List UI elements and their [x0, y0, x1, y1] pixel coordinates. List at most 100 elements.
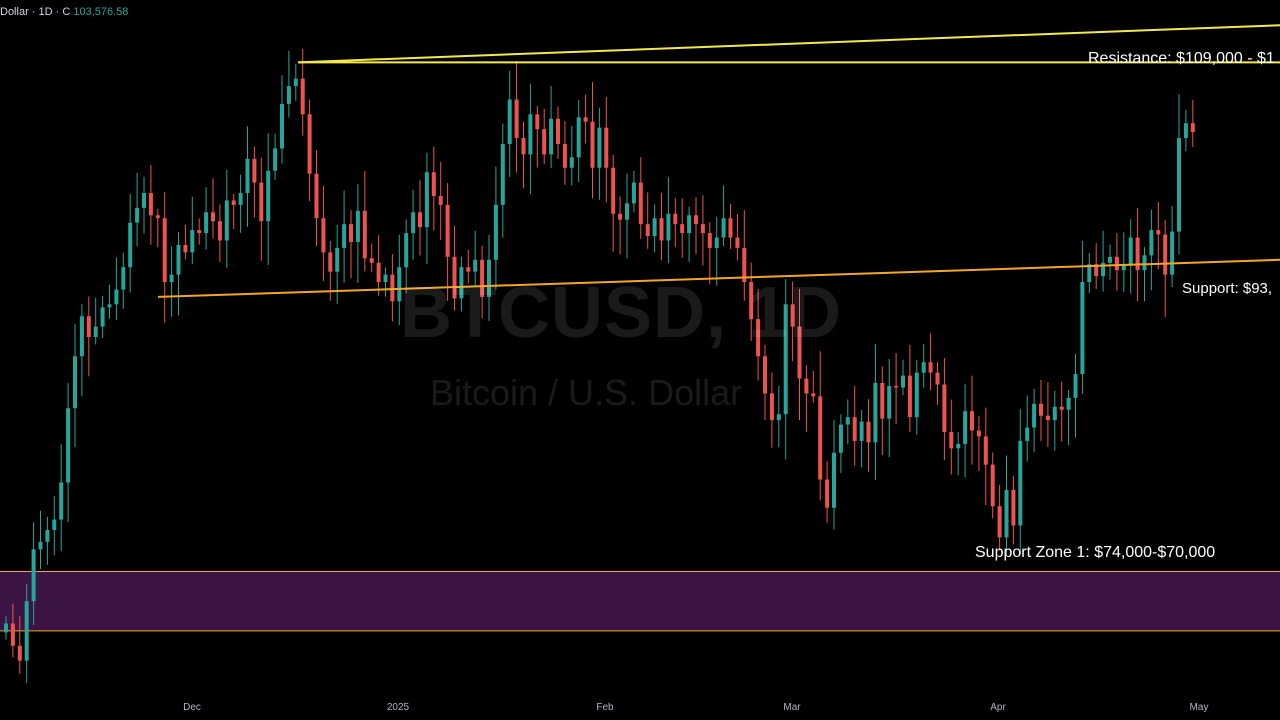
candle-body: [162, 218, 167, 283]
candle-body: [1108, 256, 1112, 263]
candle-body: [811, 393, 816, 397]
candle-body: [280, 103, 284, 149]
candle-body: [266, 170, 271, 222]
candle-body: [631, 182, 636, 204]
candle-body: [107, 304, 112, 308]
candle-body: [452, 256, 457, 299]
candle-body: [100, 307, 105, 327]
candle-body: [224, 200, 229, 241]
candle-body: [1135, 237, 1140, 271]
candle-body: [155, 215, 160, 219]
candle-body: [1170, 231, 1175, 275]
candle-body: [783, 304, 788, 415]
candle-body: [176, 244, 181, 275]
candle-body: [645, 224, 650, 237]
candle-body: [1121, 265, 1126, 271]
candle-body: [431, 172, 436, 196]
candle-body: [1183, 123, 1188, 139]
candle-body: [1004, 489, 1009, 538]
candle-body: [335, 247, 340, 272]
candle-body: [349, 224, 353, 242]
candle-body: [17, 645, 22, 661]
candle-body: [4, 623, 8, 633]
candle-body: [1149, 230, 1154, 256]
candle-body: [832, 452, 836, 508]
candle-body: [921, 362, 926, 373]
candle-body: [618, 213, 623, 220]
candle-body: [59, 482, 64, 520]
candle-body: [1163, 234, 1168, 275]
candle-body: [86, 316, 91, 337]
candle-body: [1032, 403, 1037, 428]
candle-body: [1190, 123, 1195, 133]
candle-body: [459, 267, 464, 299]
candle-body: [866, 421, 871, 443]
candle-body: [956, 443, 961, 449]
candle-body: [142, 192, 146, 208]
candle-body: [52, 519, 57, 530]
resistance-trend-line: [297, 24, 1280, 64]
support-zone-band: [0, 571, 1280, 631]
candle-body: [542, 129, 547, 155]
candle-body: [687, 215, 692, 234]
candle-body: [31, 549, 36, 602]
candle-body: [707, 233, 712, 248]
candle-body: [1045, 415, 1050, 421]
candle-body: [756, 319, 761, 357]
candle-body: [521, 138, 526, 155]
candle-body: [500, 144, 505, 205]
candle-body: [38, 541, 43, 550]
x-tick-label: May: [1189, 702, 1209, 713]
candle-body: [418, 212, 422, 228]
candle-body: [487, 259, 491, 297]
candle-body: [383, 274, 388, 283]
candle-body: [625, 203, 629, 220]
candle-body: [231, 200, 236, 205]
candle-body: [852, 417, 857, 441]
candle-body: [887, 385, 892, 419]
candle-body: [293, 78, 298, 87]
candle-body: [714, 237, 719, 248]
candle-body: [273, 148, 278, 171]
candle-body: [838, 424, 843, 453]
candle-body: [997, 506, 1002, 538]
candle-body: [700, 224, 705, 234]
candle-body: [556, 118, 560, 144]
candle-body: [445, 204, 450, 257]
candle-body: [528, 114, 533, 155]
candle-body: [818, 396, 823, 480]
support-label: Support: $93,: [1182, 280, 1273, 297]
candle-body: [769, 393, 774, 421]
candle-body: [825, 479, 830, 508]
candle-body: [873, 383, 878, 443]
candle-body: [286, 86, 291, 104]
candle-body: [901, 375, 905, 388]
candle-body: [480, 259, 485, 297]
candle-body: [673, 213, 678, 225]
candle-body: [79, 316, 84, 357]
support-zone-label: Support Zone 1: $74,000-$70,000: [975, 544, 1216, 561]
support-trend-line: [157, 258, 1280, 298]
candle-body: [121, 267, 126, 290]
candle-body: [742, 247, 747, 283]
candle-body: [894, 385, 899, 388]
candle-body: [976, 430, 981, 437]
candle-body: [1052, 406, 1057, 421]
resistance-label: Resistance: $109,000 - $1: [1088, 50, 1275, 67]
candle-body: [183, 244, 188, 253]
candle-body: [680, 224, 685, 234]
candle-body: [562, 144, 567, 168]
candle-body: [549, 118, 554, 155]
candle-body: [197, 230, 202, 234]
candle-body: [1018, 440, 1023, 526]
watermark-symbol: BTCUSD, 1D: [400, 273, 843, 353]
candle-body: [1059, 406, 1064, 410]
candle-body: [776, 414, 781, 421]
candle-body: [169, 274, 174, 283]
candle-body: [583, 117, 588, 122]
candle-body: [424, 172, 429, 228]
candle-body: [797, 326, 802, 379]
candle-body: [376, 262, 381, 283]
